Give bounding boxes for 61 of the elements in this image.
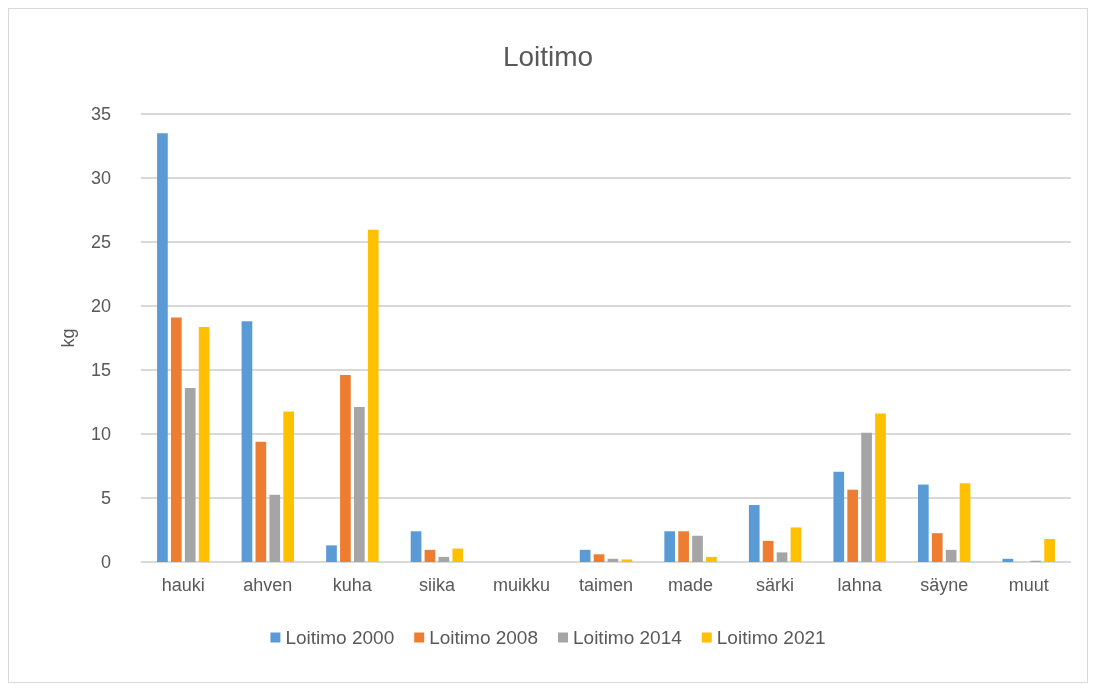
bar xyxy=(875,413,886,562)
bar xyxy=(959,483,971,562)
y-tick-label: 15 xyxy=(90,360,111,380)
bar xyxy=(579,549,591,562)
bar xyxy=(353,407,365,562)
bar xyxy=(861,432,872,562)
y-tick-label: 10 xyxy=(90,424,111,444)
bar xyxy=(776,552,788,562)
bar xyxy=(326,545,337,562)
x-tick-label: särki xyxy=(756,575,795,595)
bar xyxy=(692,535,703,562)
x-tick-label: taimen xyxy=(578,575,634,595)
bar xyxy=(438,556,450,562)
legend-label: Loitimo 2021 xyxy=(716,627,826,648)
bar xyxy=(748,505,760,562)
legend-label: Loitimo 2000 xyxy=(285,627,395,648)
bar xyxy=(847,489,859,562)
y-tick-label: 25 xyxy=(90,232,111,252)
bar xyxy=(621,559,633,562)
bar xyxy=(706,556,717,562)
bar xyxy=(283,411,295,562)
bar xyxy=(678,531,689,562)
bar xyxy=(410,531,422,562)
bar xyxy=(424,549,436,562)
bar xyxy=(593,554,605,562)
y-tick-label: 5 xyxy=(100,488,111,508)
bar xyxy=(255,441,267,562)
x-tick-label: ahven xyxy=(243,575,293,595)
y-tick-label: 0 xyxy=(100,552,111,572)
x-tick-label: kuha xyxy=(332,575,373,595)
bar xyxy=(340,375,351,562)
bar xyxy=(664,531,676,562)
bar xyxy=(931,533,943,562)
bar xyxy=(184,387,196,562)
bar xyxy=(157,133,168,562)
bar xyxy=(198,327,210,562)
legend-label: Loitimo 2008 xyxy=(429,627,538,648)
bar xyxy=(833,471,845,562)
bar xyxy=(762,540,774,562)
y-tick-label: 30 xyxy=(90,168,111,188)
x-tick-label: muut xyxy=(1008,575,1049,595)
x-tick-label: made xyxy=(668,575,714,595)
legend-label: Loitimo 2014 xyxy=(573,627,683,648)
bar xyxy=(367,229,379,562)
bar xyxy=(452,548,464,562)
chart-title: Loitimo xyxy=(502,40,594,72)
x-tick-label: siika xyxy=(418,575,456,595)
y-axis-title: kg xyxy=(58,328,78,348)
bar xyxy=(269,494,281,562)
bar xyxy=(241,321,253,562)
x-tick-label: säyne xyxy=(920,575,969,595)
x-tick-label: lahna xyxy=(837,575,883,595)
bar xyxy=(790,527,802,562)
y-tick-label: 20 xyxy=(90,296,111,316)
bar xyxy=(917,484,929,562)
bar xyxy=(945,549,957,562)
bar xyxy=(1044,538,1055,562)
x-tick-label: muikku xyxy=(492,575,550,595)
y-tick-label: 35 xyxy=(90,104,111,124)
bar xyxy=(170,317,182,562)
x-tick-label: hauki xyxy=(161,575,205,595)
